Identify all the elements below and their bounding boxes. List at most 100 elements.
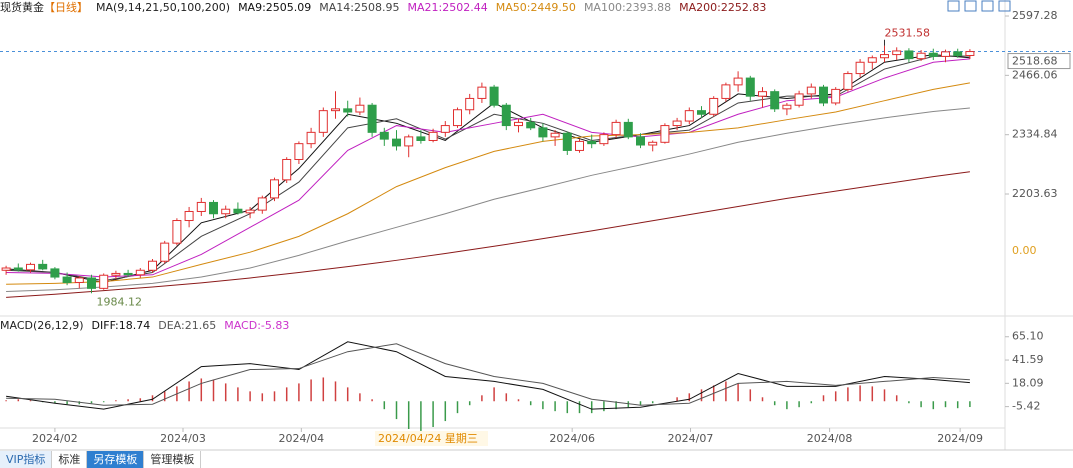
macd-line — [6, 343, 970, 406]
icon[interactable] — [981, 0, 994, 12]
candle-body — [538, 127, 548, 138]
toolbar-tab[interactable]: 标准 — [52, 451, 88, 468]
x-tick-label: 2024/08 — [807, 432, 853, 445]
legend-entry: MA21:2502.44 — [407, 0, 488, 14]
ma-line — [6, 107, 970, 293]
candle-body — [148, 260, 157, 271]
candle-body — [892, 50, 902, 56]
y-tick-label: 18.09 — [1012, 376, 1044, 389]
candle-body — [343, 108, 353, 113]
y-tick-label: 2466.06 — [1012, 68, 1058, 81]
indicator-label: MACD(26,12,9) — [0, 318, 84, 332]
legend-entry: MA100:2393.88 — [583, 0, 672, 14]
candle-body — [501, 104, 511, 127]
candle-body — [965, 51, 975, 56]
y-tick-label: 65.10 — [1012, 330, 1044, 343]
candle-body — [623, 121, 633, 138]
candle-body — [355, 104, 365, 113]
candle-body — [221, 208, 231, 215]
x-tick-label: 2024/09 — [937, 432, 983, 445]
candle-body — [514, 121, 523, 127]
candle-body — [416, 136, 426, 141]
y-tick-label: 2597.28 — [1012, 9, 1058, 22]
candle-body — [392, 138, 401, 147]
candle-body — [611, 121, 621, 136]
macd-line — [6, 341, 970, 410]
candle-body — [26, 263, 35, 271]
candle-body — [880, 54, 889, 59]
y-tick-label: -5.42 — [1012, 400, 1040, 413]
icon[interactable] — [964, 0, 977, 12]
candle-body — [770, 91, 780, 110]
candle-body — [453, 109, 462, 127]
candle-body — [587, 140, 597, 145]
candle-body — [87, 277, 96, 289]
candle-body — [99, 274, 109, 289]
candle-body — [916, 52, 926, 60]
candle-body — [196, 201, 206, 212]
x-tick-label: 2024/03 — [160, 432, 206, 445]
candle-body — [794, 93, 804, 106]
candle-body — [1, 267, 11, 271]
candle-body — [941, 51, 950, 57]
candle-body — [111, 272, 121, 276]
candle-body — [209, 201, 218, 215]
candle-body — [697, 110, 706, 115]
toolbar-tab[interactable]: 另存模板 — [87, 451, 145, 468]
candle-body — [599, 134, 609, 145]
high-label: 2531.58 — [885, 27, 931, 40]
candle-body — [306, 131, 316, 145]
toolbar-tab[interactable]: 管理模板 — [144, 451, 202, 468]
candle-body — [294, 143, 304, 160]
candle-body — [233, 208, 243, 214]
period: 【日线】 — [44, 1, 88, 14]
crosshair-box — [375, 431, 488, 446]
title: 现货黄金 — [0, 1, 44, 14]
candle-body — [648, 141, 658, 146]
y-tick-label: 2334.84 — [1012, 128, 1058, 141]
candle-body — [13, 267, 23, 271]
window-icons — [947, 0, 1011, 12]
candle-body — [867, 57, 877, 63]
x-tick-label: 2024/02 — [32, 432, 78, 445]
crosshair-label: 2024/04/24 星期三 — [378, 432, 478, 445]
toolbar-tab[interactable]: VIP指标 — [0, 451, 53, 468]
legend-entry: MA14:2508.95 — [319, 0, 400, 14]
candle-body — [819, 86, 828, 104]
candle-body — [428, 131, 438, 141]
last-price-label: 2518.68 — [1012, 55, 1058, 68]
low-label: 1984.12 — [97, 295, 143, 308]
candle-body — [855, 61, 865, 75]
candle-body — [318, 110, 328, 133]
icon[interactable] — [947, 0, 960, 12]
candle-body — [904, 50, 914, 60]
y-tick-label: 41.59 — [1012, 353, 1044, 366]
candle-body — [758, 91, 767, 97]
instrument-title: 现货黄金【日线】 — [0, 0, 88, 15]
y-tick-label: 0.00 — [1012, 244, 1037, 257]
candle-body — [184, 210, 194, 222]
candle-body — [404, 136, 414, 147]
price-legend: 现货黄金【日线】 MA(9,14,21,50,100,200) MA9:2505… — [0, 0, 767, 15]
candle-body — [282, 158, 292, 181]
toolbar: VIP指标 标准 另存模板 管理模板 — [0, 451, 202, 468]
candle-body — [526, 121, 536, 129]
candle-body — [74, 277, 84, 283]
candle-body — [575, 140, 584, 151]
last-price-box — [1007, 53, 1071, 70]
candle-body — [331, 108, 340, 112]
x-tick-label: 2024/04 — [278, 432, 324, 445]
candle-body — [62, 276, 72, 283]
candle-body — [257, 197, 267, 211]
legend-entry: MA200:2252.83 — [679, 0, 767, 14]
candle-body — [440, 125, 450, 133]
candle-body — [38, 263, 48, 270]
legend-entry: DEA:21.65 — [158, 318, 217, 332]
candle-body — [953, 51, 963, 56]
candle-body — [160, 242, 170, 262]
legend-entry: MA50:2449.50 — [495, 0, 576, 14]
candle-body — [684, 110, 694, 122]
icon[interactable] — [998, 0, 1011, 12]
